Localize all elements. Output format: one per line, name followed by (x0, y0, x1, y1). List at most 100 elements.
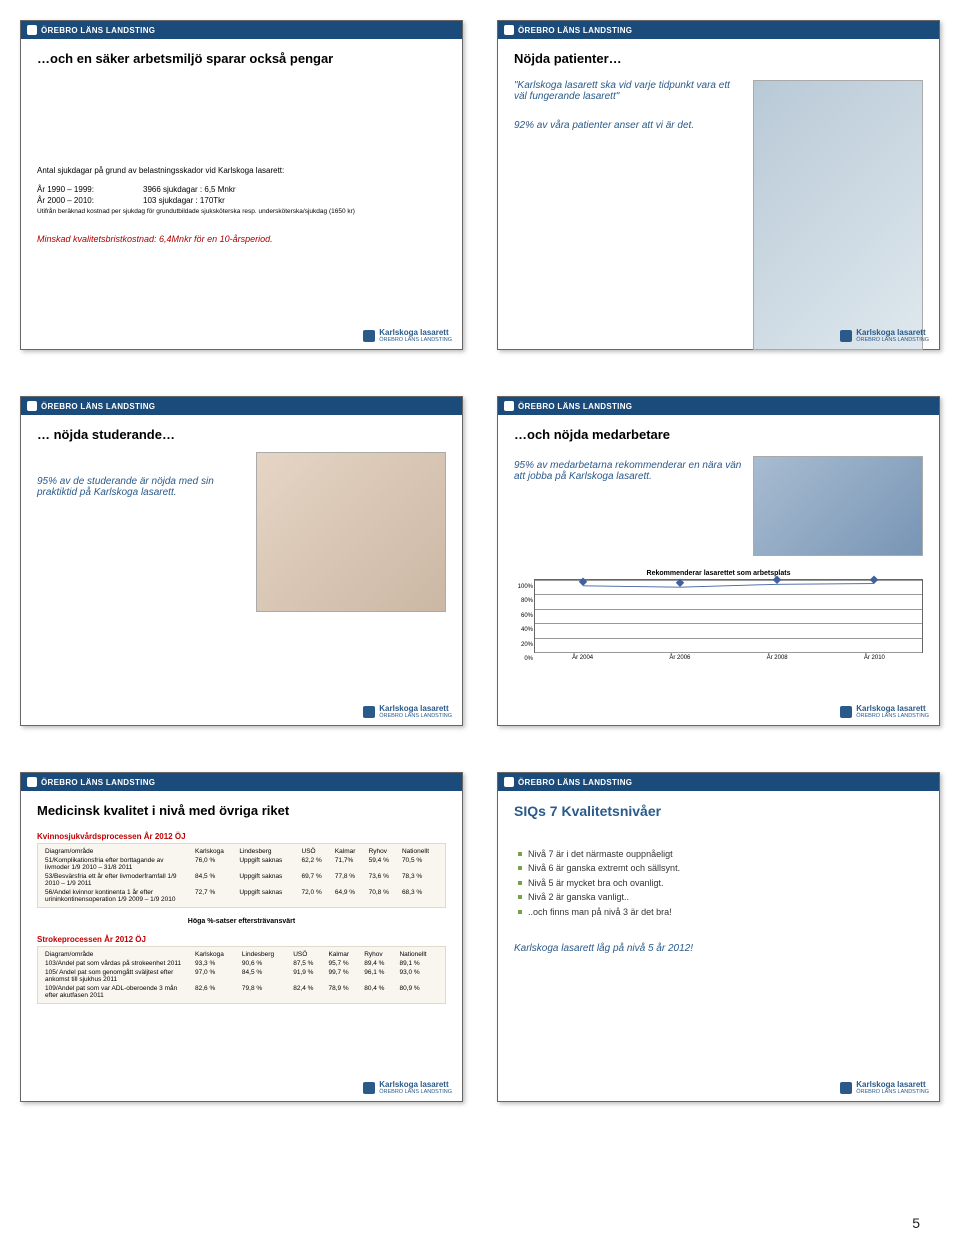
table-cell: 70,5 % (399, 856, 441, 872)
table-cell: 80,9 % (396, 984, 441, 1000)
footer-logo-sub: ÖREBRO LÄNS LANDSTING (379, 713, 452, 719)
org-name: ÖREBRO LÄNS LANDSTING (518, 26, 632, 35)
footer-logo-text: Karlskoga lasarett (856, 1080, 925, 1089)
logo-badge-icon (840, 330, 852, 342)
logo-badge-icon (840, 1082, 852, 1094)
slide-title: SIQs 7 Kvalitetsnivåer (514, 803, 923, 819)
image-placeholder (753, 456, 923, 556)
fineprint: Utifrån beräknad kostnad per sjukdag för… (37, 208, 446, 217)
table-row: 103/Andel pat som vårdas på strokeenhet … (42, 959, 441, 968)
logo-badge-icon (363, 330, 375, 342)
footer-logo-text: Karlskoga lasarett (856, 328, 925, 337)
slide1-content: Antal sjukdagar på grund av belastningss… (37, 166, 446, 245)
footer-logo-sub: ÖREBRO LÄNS LANDSTING (856, 713, 929, 719)
table-cell: Uppgift saknas (236, 856, 298, 872)
table-cell: 59,4 % (366, 856, 399, 872)
chart-title: Rekommenderar lasarettet som arbetsplats (514, 570, 923, 577)
list-item: Nivå 6 är ganska extremt och sällsynt. (518, 861, 923, 875)
chart-ytick: 60% (521, 613, 535, 619)
t2-header: Strokeprocessen År 2012 ÖJ (37, 935, 446, 944)
table-cell: 95,7 % (325, 959, 361, 968)
table-cell: 51/Komplikationsfria efter borttagande a… (42, 856, 192, 872)
emblem-icon (504, 401, 514, 411)
table-cell: 103/Andel pat som vårdas på strokeenhet … (42, 959, 192, 968)
page-number: 5 (912, 1215, 920, 1231)
table-cell: 82,6 % (192, 984, 239, 1000)
logo-badge-icon (363, 1082, 375, 1094)
footer-logo: Karlskoga lasarettÖREBRO LÄNS LANDSTING (840, 704, 929, 719)
slide4-text: 95% av medarbetarna rekommenderar en när… (514, 456, 743, 556)
org-name: ÖREBRO LÄNS LANDSTING (41, 26, 155, 35)
table2: Diagram/områdeKarlskogaLindesbergUSÖKalm… (42, 950, 441, 1000)
slide-header: ÖREBRO LÄNS LANDSTING (21, 773, 462, 791)
list-item: ..och finns man på nivå 3 är det bra! (518, 905, 923, 919)
row2-value: 103 sjukdagar : 170Tkr (143, 196, 225, 207)
table-cell: 78,9 % (325, 984, 361, 1000)
slide-header: ÖREBRO LÄNS LANDSTING (498, 397, 939, 415)
table-header: Lindesberg (236, 847, 298, 856)
table-cell: 79,8 % (239, 984, 290, 1000)
t1-header: Kvinnosjukvårdsprocessen År 2012 ÖJ (37, 832, 446, 841)
table-cell: 96,1 % (361, 968, 396, 984)
table-header: Nationellt (396, 950, 441, 959)
table-cell: 69,7 % (299, 872, 332, 888)
slide-3: ÖREBRO LÄNS LANDSTING … nöjda studerande… (20, 396, 463, 726)
footer-logo-text: Karlskoga lasarett (379, 328, 448, 337)
table-cell: Uppgift saknas (236, 872, 298, 888)
table-cell: 71,7% (332, 856, 366, 872)
footer-logo: Karlskoga lasarettÖREBRO LÄNS LANDSTING (840, 328, 929, 343)
logo-badge-icon (363, 706, 375, 718)
table-cell: 93,3 % (192, 959, 239, 968)
slide2-text: "Karlskoga lasarett ska vid varje tidpun… (514, 80, 743, 350)
emblem-icon (504, 777, 514, 787)
table-cell: 72,0 % (299, 888, 332, 904)
summary: Minskad kvalitetsbristkostnad: 6,4Mnkr f… (37, 233, 446, 245)
logo-badge-icon (840, 706, 852, 718)
table-cell: 77,8 % (332, 872, 366, 888)
table-header: Karlskoga (192, 847, 236, 856)
table-header: Nationellt (399, 847, 441, 856)
slide-header: ÖREBRO LÄNS LANDSTING (21, 21, 462, 39)
table-cell: 68,3 % (399, 888, 441, 904)
image-placeholder (753, 80, 923, 350)
table-cell: 73,6 % (366, 872, 399, 888)
slide4-paragraph: 95% av medarbetarna rekommenderar en när… (514, 460, 743, 482)
slide-grid: ÖREBRO LÄNS LANDSTING …och en säker arbe… (20, 20, 940, 1102)
table-cell: 99,7 % (325, 968, 361, 984)
table-header: Ryhov (361, 950, 396, 959)
footer-logo-sub: ÖREBRO LÄNS LANDSTING (379, 1089, 452, 1095)
quote1: "Karlskoga lasarett ska vid varje tidpun… (514, 80, 743, 102)
chart-ytick: 80% (521, 598, 535, 604)
table1: Diagram/områdeKarlskogaLindesbergUSÖKalm… (42, 847, 441, 904)
footer-logo: Karlskoga lasarettÖREBRO LÄNS LANDSTING (363, 328, 452, 343)
table-row: 105/ Andel pat som genomgått sväljtest e… (42, 968, 441, 984)
table-cell: 89,1 % (396, 959, 441, 968)
table-cell: 72,7 % (192, 888, 236, 904)
list-item: Nivå 7 är i det närmaste ouppnåeligt (518, 847, 923, 861)
slide-title: …och nöjda medarbetare (514, 427, 923, 442)
slide-header: ÖREBRO LÄNS LANDSTING (498, 21, 939, 39)
table-cell: 53/Besvärsfria ett år efter livmoderfram… (42, 872, 192, 888)
slide-5: ÖREBRO LÄNS LANDSTING Medicinsk kvalitet… (20, 772, 463, 1102)
note: Höga %-satser eftersträvansvärt (37, 918, 446, 925)
chart-xtick: År 2008 (767, 655, 788, 661)
slide-header: ÖREBRO LÄNS LANDSTING (498, 773, 939, 791)
table-cell: 84,5 % (239, 968, 290, 984)
table-cell: 64,9 % (332, 888, 366, 904)
chart-ytick: 0% (524, 656, 535, 662)
table-header: Diagram/område (42, 847, 192, 856)
slide-title: … nöjda studerande… (37, 427, 446, 442)
list-item: Nivå 2 är ganska vanligt.. (518, 890, 923, 904)
slide3-paragraph: 95% av de studerande är nöjda med sin pr… (37, 476, 246, 498)
footer-logo-text: Karlskoga lasarett (379, 704, 448, 713)
chart-xtick: År 2010 (864, 655, 885, 661)
org-name: ÖREBRO LÄNS LANDSTING (41, 778, 155, 787)
chart-area: 100%80%60%40%20%0% (534, 579, 923, 653)
table1-block: Diagram/områdeKarlskogaLindesbergUSÖKalm… (37, 843, 446, 908)
org-name: ÖREBRO LÄNS LANDSTING (518, 778, 632, 787)
footer-logo-text: Karlskoga lasarett (856, 704, 925, 713)
conclusion: Karlskoga lasarett låg på nivå 5 år 2012… (514, 943, 923, 954)
emblem-icon (27, 25, 37, 35)
table-header: USÖ (290, 950, 325, 959)
list-item: Nivå 5 är mycket bra och ovanligt. (518, 876, 923, 890)
